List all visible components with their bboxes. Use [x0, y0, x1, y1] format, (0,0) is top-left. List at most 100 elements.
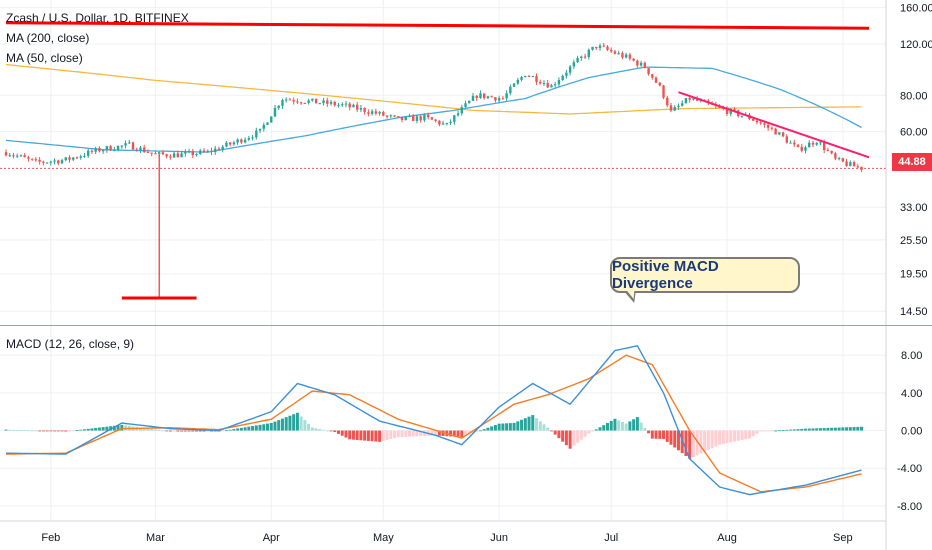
macd-hist-bar-162 [609, 420, 613, 431]
macd-hist-bar-115 [434, 430, 438, 436]
macd-hist-bar-159 [598, 427, 602, 431]
ma50-legend[interactable]: MA (50, close) [6, 51, 83, 65]
candle-body-3 [16, 155, 19, 157]
macd-hist-bar-54 [206, 430, 210, 432]
candle-body-39 [150, 152, 153, 154]
macd-hist-bar-7 [30, 430, 34, 432]
candle-body-92 [348, 103, 351, 108]
macd-hist-bar-6 [26, 430, 30, 432]
candle-body-61 [232, 142, 236, 145]
candle-body-1 [8, 155, 11, 157]
candle-body-118 [445, 122, 449, 124]
price-tick-label-6: 80.00 [900, 90, 928, 102]
macd-hist-bar-218 [818, 428, 822, 431]
macd-hist-bar-49 [187, 430, 191, 432]
candle-body-131 [494, 97, 497, 101]
macd-hist-bar-217 [815, 428, 819, 431]
candle-body-63 [240, 139, 243, 143]
macd-line [6, 345, 862, 496]
macd-hist-bar-80 [303, 420, 307, 431]
macd-hist-bar-180 [676, 430, 680, 451]
x-tick-label-mar: Mar [146, 532, 165, 544]
candle-body-32 [124, 143, 127, 146]
macd-hist-bar-135 [508, 423, 512, 431]
macd-hist-bar-73 [277, 420, 281, 431]
macd-hist-bar-0 [4, 429, 8, 431]
candle-body-112 [423, 114, 426, 121]
macd-hist-bar-170 [639, 422, 643, 431]
macd-hist-bar-42 [161, 430, 165, 432]
macd-hist-bar-65 [247, 426, 251, 431]
macd-hist-bar-41 [157, 429, 161, 431]
candle-body-136 [512, 83, 516, 87]
candle-body-141 [531, 76, 534, 78]
candle-body-53 [202, 150, 206, 152]
macd-hist-bar-120 [452, 430, 456, 437]
macd-hist-bar-168 [632, 419, 636, 431]
candle-body-76 [288, 99, 292, 101]
candle-body-145 [546, 83, 549, 88]
candle-body-29 [113, 150, 116, 152]
macd-hist-bar-187 [703, 430, 707, 452]
candle-body-173 [651, 74, 654, 78]
macd-hist-bar-219 [822, 428, 826, 431]
candle-body-166 [624, 54, 628, 58]
candle-body-203 [763, 123, 766, 125]
macd-tick-label-3: 4.00 [901, 388, 922, 400]
candle-body-206 [774, 128, 777, 135]
candle-body-213 [800, 146, 803, 151]
macd-hist-bar-96 [363, 430, 367, 441]
candle-body-205 [770, 127, 774, 129]
macd-hist-bar-201 [755, 430, 759, 434]
macd-hist-bar-214 [803, 428, 807, 431]
candle-body-101 [382, 111, 385, 116]
macd-hist-bar-48 [183, 430, 187, 432]
candle-body-19 [75, 157, 79, 159]
moving-averages [5, 63, 862, 153]
macd-tick-label-0: -8.00 [897, 501, 922, 513]
macd-hist-bar-147 [553, 430, 557, 435]
candle-body-45 [172, 153, 176, 158]
macd-hist-bar-132 [497, 423, 501, 431]
macd-hist-bar-136 [512, 422, 516, 431]
candle-body-225 [845, 161, 848, 166]
candle-body-201 [755, 120, 759, 123]
callout-positive-macd-divergence[interactable]: Positive MACD Divergence [610, 257, 800, 293]
annotations [0, 21, 886, 300]
symbol-legend[interactable]: Zcash / U.S. Dollar, 1D, BITFINEX [6, 11, 189, 25]
candle-body-168 [632, 58, 635, 61]
macd-hist-bar-148 [557, 430, 561, 439]
candle-body-24 [94, 148, 97, 152]
candle-body-174 [654, 77, 658, 83]
macd-hist-bar-1 [8, 429, 12, 431]
macd-legend[interactable]: MACD (12, 26, close, 9) [6, 337, 135, 351]
candle-body-28 [109, 146, 112, 151]
ma200-legend[interactable]: MA (200, close) [6, 31, 90, 45]
candle-body-204 [766, 124, 770, 128]
candle-body-159 [598, 45, 602, 49]
price-tick-label-0: 14.50 [900, 306, 928, 318]
candle-body-143 [539, 81, 542, 84]
candle-body-65 [247, 137, 251, 140]
macd-hist-bar-111 [419, 430, 423, 437]
candle-body-105 [397, 116, 400, 118]
macd-hist-bar-53 [202, 430, 206, 432]
macd-hist-bar-177 [665, 430, 669, 442]
candle-body-171 [643, 62, 647, 69]
candle-body-83 [314, 98, 318, 104]
candle-body-147 [553, 84, 557, 86]
candle-body-109 [412, 115, 415, 121]
candle-body-26 [101, 150, 105, 152]
candle-body-9 [38, 159, 41, 162]
macd-hist-bar-60 [228, 429, 232, 431]
price-tick-label-8: 160.00 [900, 3, 932, 15]
macd-hist-bar-133 [501, 423, 505, 431]
candle-body-72 [273, 107, 277, 117]
candle-body-133 [501, 98, 505, 100]
candle-body-124 [468, 100, 471, 104]
x-tick-label-apr: Apr [263, 532, 280, 544]
macd-hist-bar-9 [38, 430, 42, 432]
candle-body-210 [789, 142, 792, 144]
macd-hist-bar-158 [594, 429, 598, 431]
candle-body-195 [733, 108, 736, 111]
